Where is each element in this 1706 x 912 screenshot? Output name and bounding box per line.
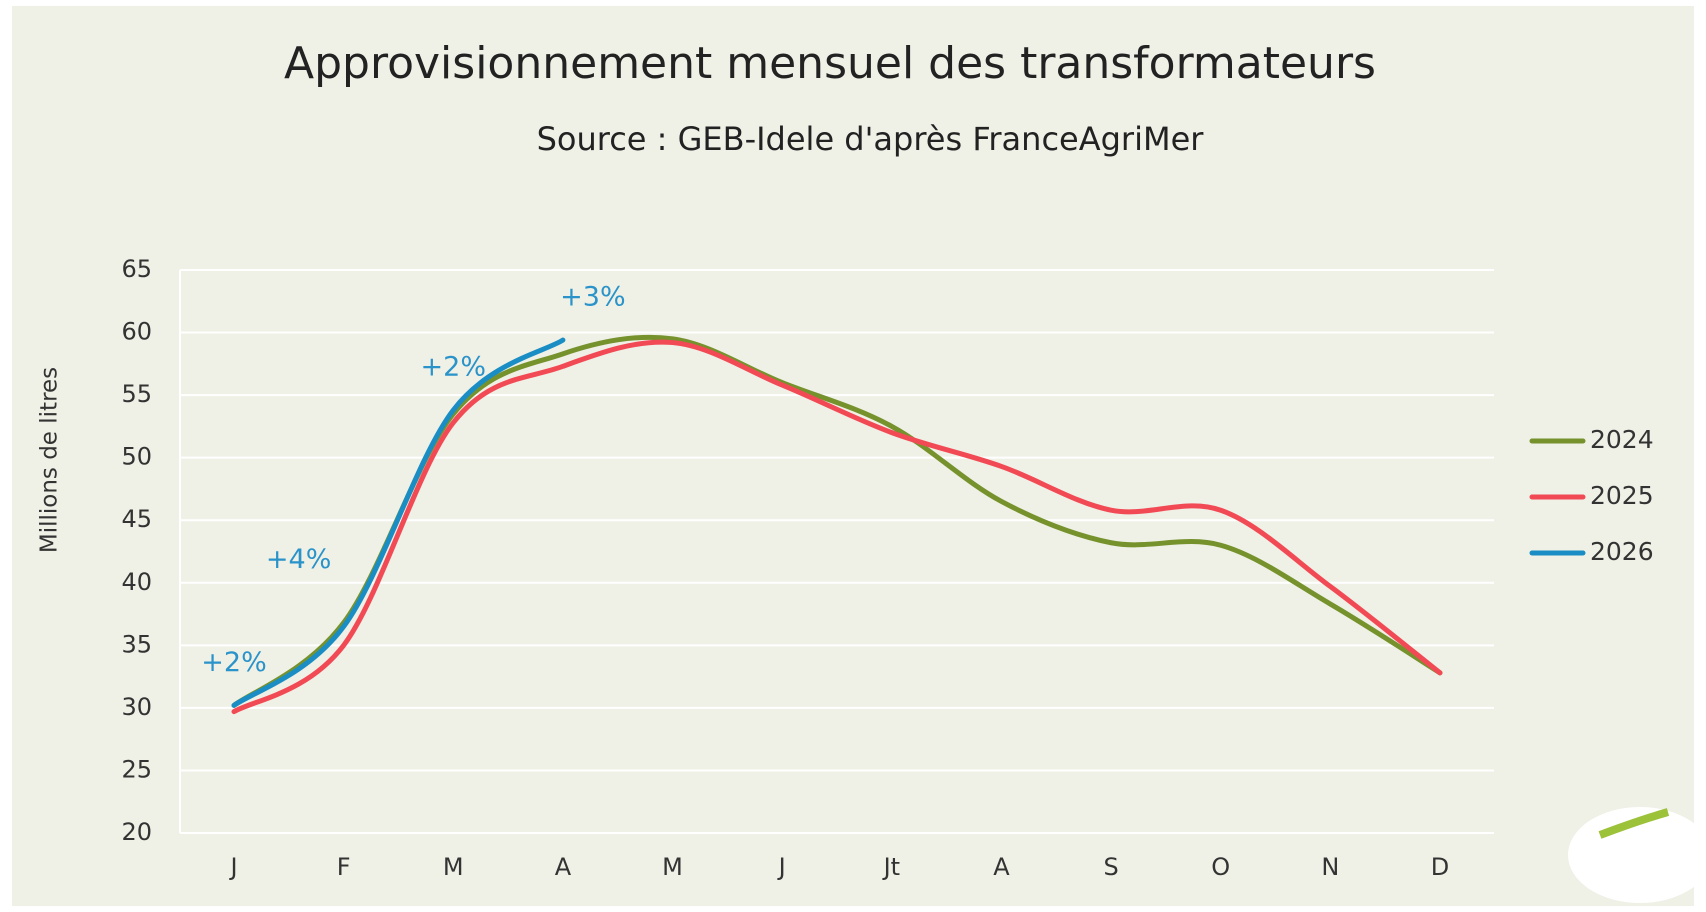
x-tick-label: D <box>1431 853 1449 881</box>
y-tick-label: 40 <box>121 568 152 596</box>
y-tick-label: 20 <box>121 818 152 846</box>
logo-mark <box>1598 808 1670 839</box>
series-line <box>231 337 566 708</box>
x-tick-label: F <box>337 853 351 881</box>
y-tick-label: 55 <box>121 380 152 408</box>
y-tick-label: 65 <box>121 255 152 283</box>
x-tick-label: S <box>1103 853 1118 881</box>
y-tick-label: 60 <box>121 318 152 346</box>
x-tick-label: N <box>1321 853 1339 881</box>
x-tick-label: J <box>228 853 237 881</box>
chart-background <box>12 6 1694 906</box>
legend-label: 2025 <box>1590 481 1654 510</box>
x-tick-label: O <box>1211 853 1230 881</box>
series-line <box>231 339 1443 715</box>
x-tick-label: M <box>662 853 683 881</box>
y-axis-label: Millions de litres <box>37 367 63 553</box>
chart-subtitle: Source : GEB-Idele d'après FranceAgriMer <box>537 120 1205 158</box>
x-tick-label: A <box>993 853 1010 881</box>
legend-label: 2024 <box>1590 425 1654 454</box>
x-tick-label: M <box>443 853 464 881</box>
annotation: +2% <box>201 647 266 678</box>
y-tick-label: 50 <box>121 443 152 471</box>
y-tick-label: 25 <box>121 755 152 783</box>
chart-title: Approvisionnement mensuel des transforma… <box>284 38 1376 89</box>
legend-label: 2026 <box>1590 537 1654 566</box>
annotation: +2% <box>421 352 486 383</box>
annotation: +3% <box>560 282 625 313</box>
y-tick-label: 35 <box>121 630 152 658</box>
annotation: +4% <box>266 544 331 575</box>
x-tick-label: J <box>777 853 786 881</box>
y-tick-label: 30 <box>121 693 152 721</box>
x-tick-label: Jt <box>882 853 901 881</box>
x-tick-label: A <box>555 853 572 881</box>
y-tick-label: 45 <box>121 505 152 533</box>
